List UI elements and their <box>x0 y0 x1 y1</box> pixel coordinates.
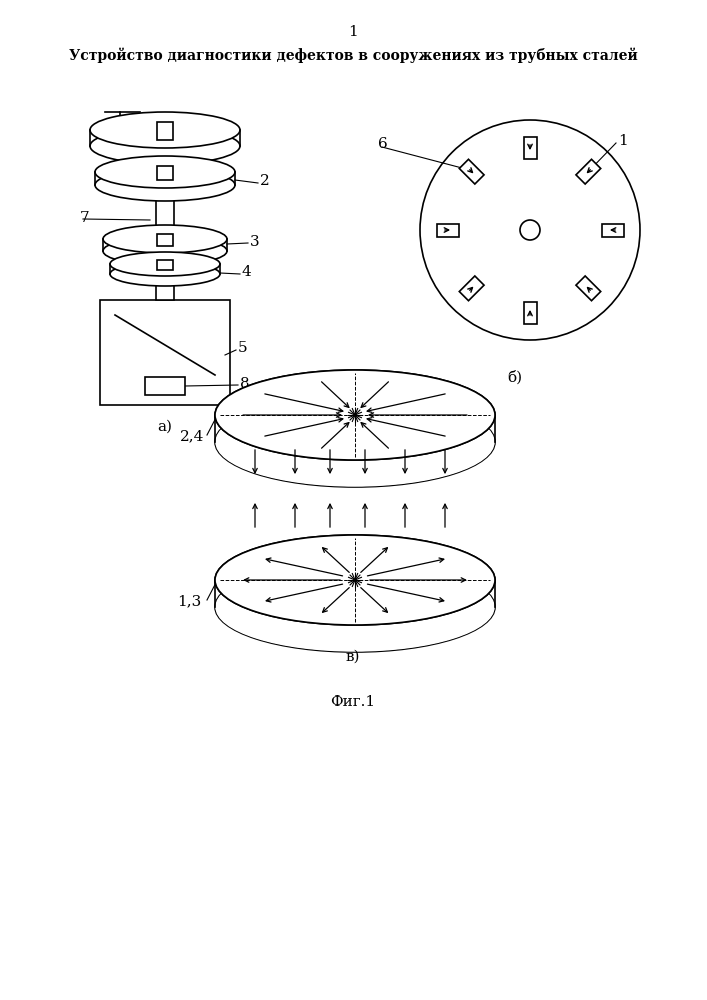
Ellipse shape <box>216 563 494 651</box>
Ellipse shape <box>215 535 495 625</box>
Text: 4: 4 <box>242 265 252 279</box>
Text: а): а) <box>158 420 173 434</box>
Ellipse shape <box>110 252 220 276</box>
Polygon shape <box>523 136 537 158</box>
Text: 2: 2 <box>260 174 270 188</box>
Circle shape <box>420 120 640 340</box>
Text: 7: 7 <box>80 211 90 225</box>
Ellipse shape <box>95 169 235 201</box>
Bar <box>157 260 173 270</box>
Polygon shape <box>460 159 484 184</box>
Text: 1: 1 <box>618 134 628 148</box>
Bar <box>156 130 174 300</box>
Ellipse shape <box>110 262 220 286</box>
Bar <box>157 234 173 246</box>
Text: б): б) <box>508 370 522 384</box>
Polygon shape <box>576 159 601 184</box>
Circle shape <box>520 220 540 240</box>
Polygon shape <box>576 276 601 301</box>
Text: Устройство диагностики дефектов в сооружениях из трубных сталей: Устройство диагностики дефектов в сооруж… <box>69 47 638 63</box>
Ellipse shape <box>103 225 227 253</box>
Bar <box>145 377 185 395</box>
Ellipse shape <box>215 397 495 487</box>
Polygon shape <box>523 302 537 324</box>
Text: в): в) <box>346 650 361 664</box>
Text: 2,4: 2,4 <box>180 429 204 443</box>
Polygon shape <box>460 276 484 301</box>
Ellipse shape <box>215 370 495 460</box>
Ellipse shape <box>215 562 495 652</box>
Text: 1,3: 1,3 <box>177 594 201 608</box>
Text: 5: 5 <box>238 341 247 355</box>
Ellipse shape <box>216 398 494 486</box>
Text: Фиг.1: Фиг.1 <box>330 695 375 709</box>
Ellipse shape <box>90 112 240 148</box>
Ellipse shape <box>215 370 495 460</box>
Bar <box>157 122 173 140</box>
Text: 1: 1 <box>348 25 358 39</box>
Ellipse shape <box>215 535 495 625</box>
Polygon shape <box>436 224 459 236</box>
Text: 8: 8 <box>240 377 250 391</box>
Ellipse shape <box>90 128 240 164</box>
Text: 3: 3 <box>250 235 259 249</box>
Bar <box>100 300 230 405</box>
Text: 6: 6 <box>378 137 387 151</box>
Polygon shape <box>602 224 624 236</box>
Ellipse shape <box>95 156 235 188</box>
Bar <box>157 166 173 180</box>
Ellipse shape <box>103 237 227 265</box>
